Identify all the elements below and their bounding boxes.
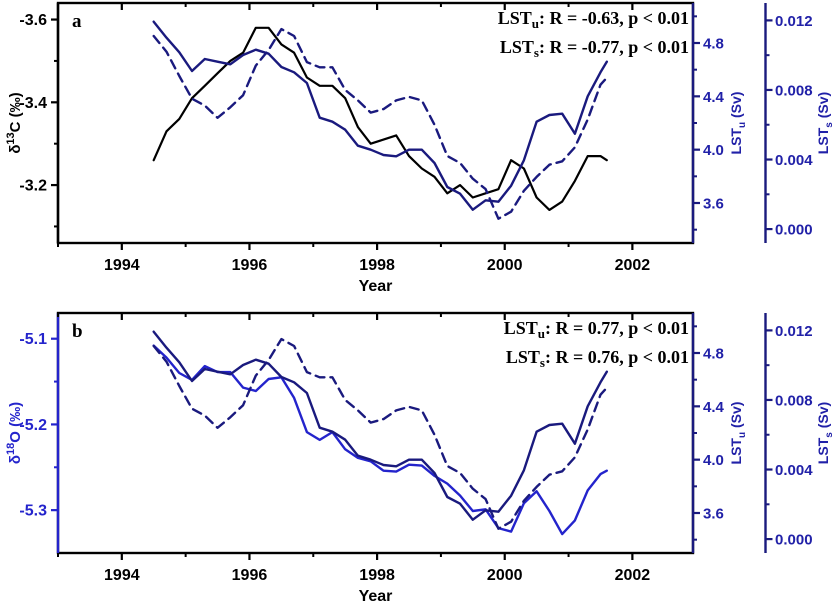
- series-line-delta13C: [152, 26, 608, 211]
- lsts-tick-label: 0.008: [775, 82, 813, 99]
- left-tick-label: -3.6: [19, 12, 47, 29]
- lstu-tick-label: 4.4: [703, 89, 725, 106]
- legend-line-2: LSTs: R = -0.77, p < 0.01: [500, 37, 689, 60]
- left-axis-title: δ13C (‰): [5, 92, 24, 153]
- lstu-tick-label: 4.8: [703, 346, 724, 363]
- lsts-tick-label: 0.000: [775, 532, 813, 549]
- lstu-tick-label: 4.0: [703, 452, 724, 469]
- lstu-axis-title: LSTu (Sv): [728, 92, 748, 155]
- panel-letter: b: [72, 321, 83, 342]
- x-axis-title: Year: [359, 278, 393, 295]
- lsts-tick-label: 0.004: [775, 152, 813, 169]
- lstu-axis-title: LSTu (Sv): [728, 402, 748, 465]
- x-tick-label: 2002: [615, 257, 651, 274]
- x-tick-label: 1996: [232, 567, 268, 584]
- series-line-LSTu: [152, 330, 608, 521]
- left-tick-label: -5.1: [19, 331, 47, 348]
- x-tick-label: 2002: [615, 567, 651, 584]
- x-tick-label: 1994: [104, 567, 140, 584]
- series-line-LSTu: [152, 20, 608, 211]
- lstu-tick-label: 4.0: [703, 142, 724, 159]
- lsts-tick-label: 0.012: [775, 13, 813, 30]
- series-line-delta18O: [152, 344, 608, 536]
- x-tick-label: 1994: [104, 257, 140, 274]
- lstu-tick-label: 4.8: [703, 36, 724, 53]
- panel-letter: a: [72, 11, 82, 32]
- x-tick-label: 2000: [487, 567, 523, 584]
- left-tick-label: -3.2: [19, 178, 47, 195]
- lsts-tick-label: 0.000: [775, 222, 813, 239]
- left-tick-label: -5.3: [19, 503, 47, 520]
- legend-line-1: LSTu: R = 0.77, p < 0.01: [504, 318, 689, 341]
- lsts-tick-label: 0.004: [775, 462, 813, 479]
- lsts-axis-title: LSTs (Sv): [815, 92, 835, 154]
- legend-line-2: LSTs: R = 0.76, p < 0.01: [506, 347, 689, 370]
- x-tick-label: 2000: [487, 257, 523, 274]
- lsts-tick-label: 0.012: [775, 323, 813, 340]
- series-line-LSTs: [152, 27, 608, 220]
- lsts-tick-label: 0.008: [775, 392, 813, 409]
- lstu-tick-label: 3.6: [703, 506, 724, 523]
- panel-b: 1994 1996 1998 2000 2002 Year -5.1 -5.2 -5.3 δ18O…: [5, 311, 835, 605]
- left-tick-label: -3.4: [19, 95, 47, 112]
- x-tick-label: 1998: [359, 257, 395, 274]
- x-tick-label: 1996: [232, 257, 268, 274]
- lstu-tick-label: 3.6: [703, 196, 724, 213]
- left-tick-label: -5.2: [19, 417, 47, 434]
- panel-a: 1994 1996 1998 2000 2002 Year -3.6 -3.4 -3.2 δ13C…: [5, 1, 835, 295]
- left-axis-title: δ18O (‰): [5, 402, 24, 464]
- legend-line-1: LSTu: R = -0.63, p < 0.01: [498, 8, 689, 31]
- x-axis-title: Year: [359, 588, 393, 605]
- series-line-LSTs: [152, 337, 608, 530]
- lstu-tick-label: 4.4: [703, 399, 725, 416]
- x-tick-label: 1998: [359, 567, 395, 584]
- lsts-axis-title: LSTs (Sv): [815, 402, 835, 464]
